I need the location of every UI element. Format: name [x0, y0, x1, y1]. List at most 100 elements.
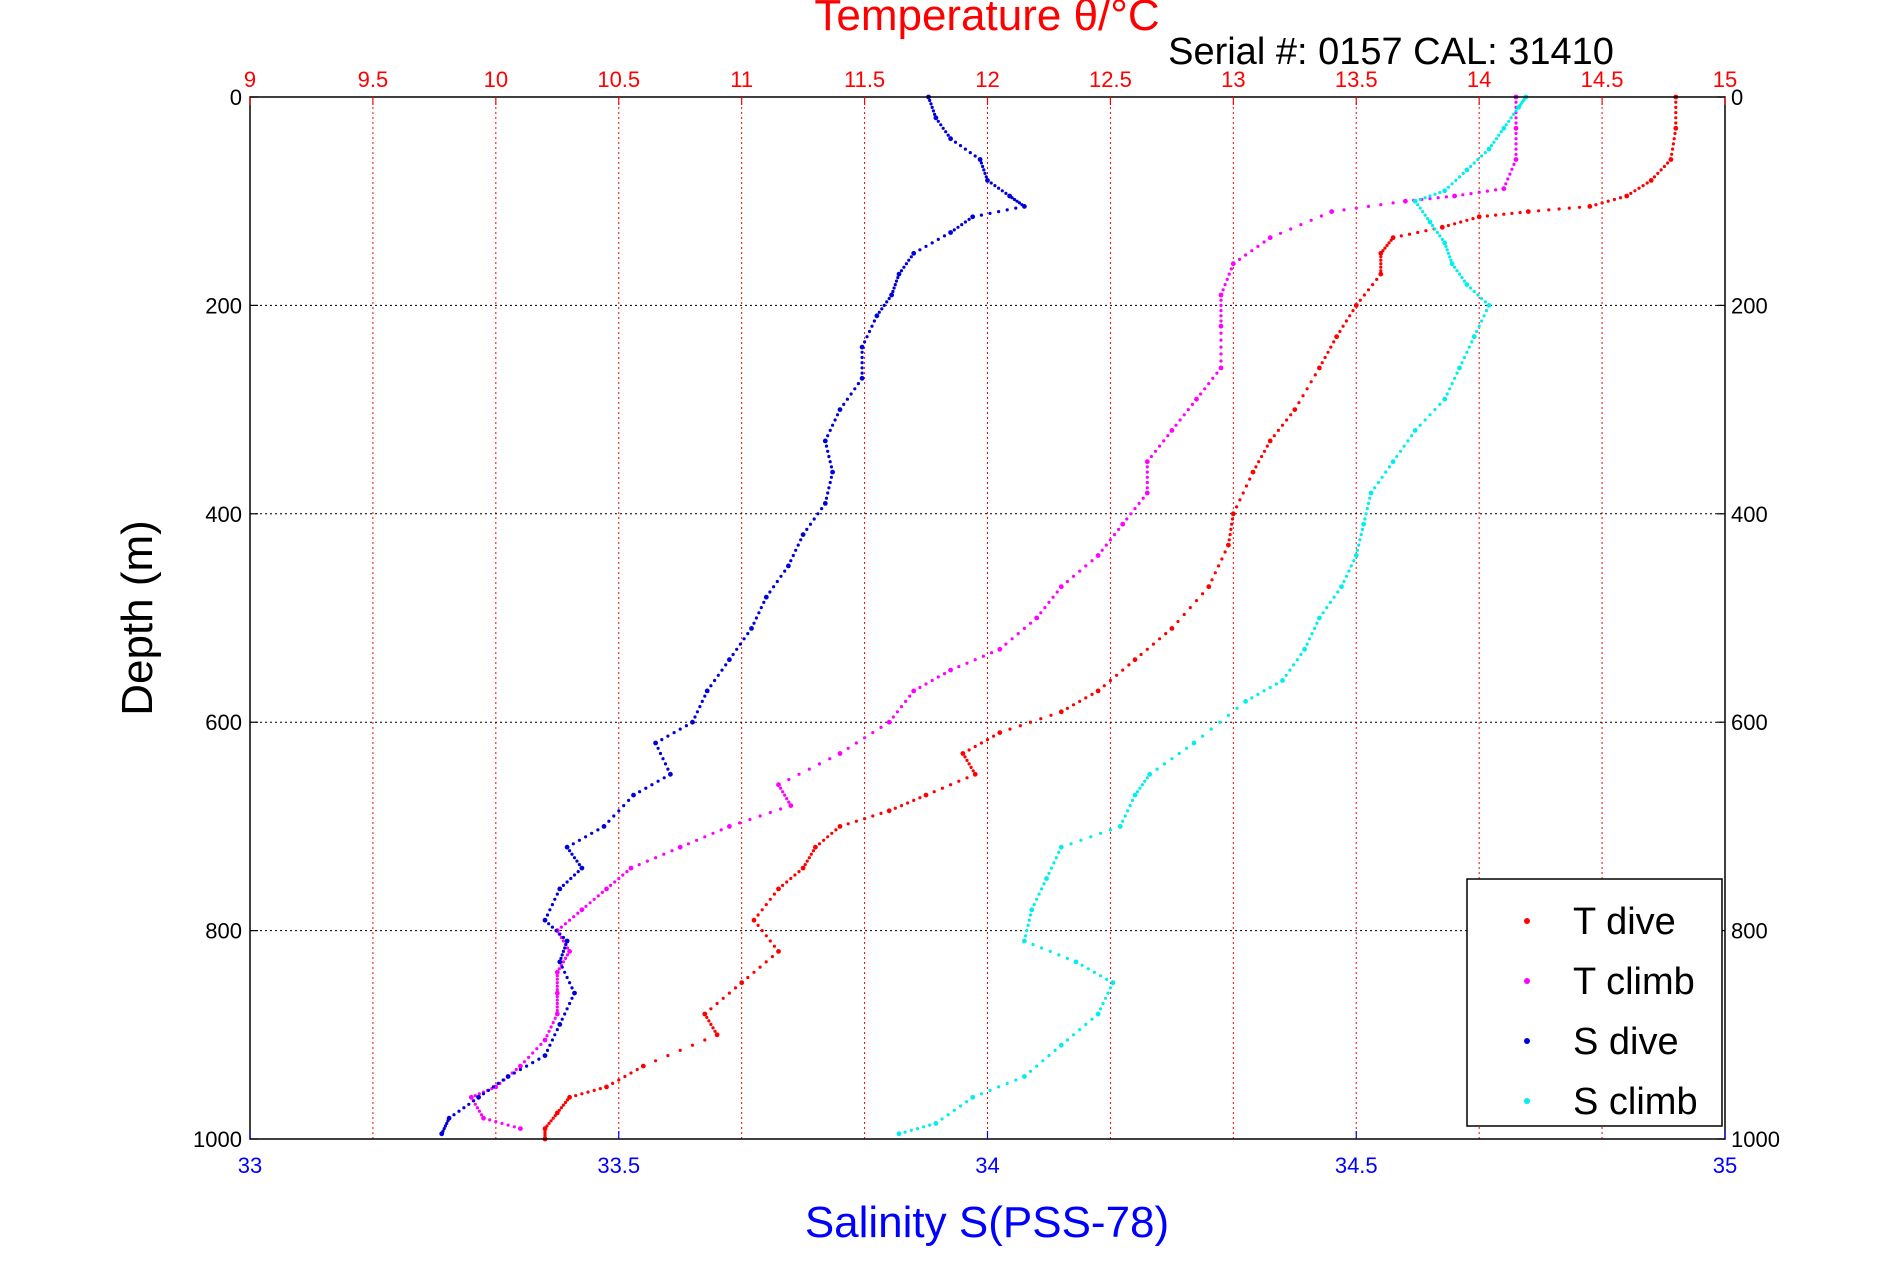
- trace-point: [957, 779, 961, 783]
- trace-point: [590, 831, 594, 835]
- trace-point: [1219, 338, 1223, 342]
- trace-point: [1514, 116, 1518, 120]
- data-point: [1034, 615, 1040, 621]
- trace-point: [1028, 1069, 1033, 1073]
- trace-point: [607, 819, 611, 823]
- trace-point: [826, 449, 830, 453]
- trace-point: [882, 303, 886, 307]
- trace-point: [1223, 550, 1227, 554]
- trace-point: [1219, 298, 1223, 302]
- trace-point: [1004, 642, 1008, 646]
- trace-point: [835, 413, 840, 417]
- data-point: [923, 792, 929, 798]
- trace-point: [1514, 100, 1518, 104]
- trace-point: [846, 822, 850, 826]
- data-point: [1390, 235, 1396, 241]
- trace-point: [637, 863, 641, 867]
- trace-point: [1227, 538, 1231, 542]
- trace-point: [545, 1048, 550, 1052]
- trace-point: [958, 144, 963, 148]
- trace-point: [808, 522, 813, 526]
- trace-point: [738, 821, 742, 825]
- trace-point: [1514, 152, 1518, 156]
- data-point: [1464, 282, 1470, 287]
- trace-point: [748, 817, 752, 822]
- trace-point: [1484, 309, 1489, 313]
- data-point: [640, 1063, 646, 1069]
- data-point: [1144, 459, 1150, 465]
- data-point: [1317, 365, 1322, 371]
- trace-point: [1338, 329, 1342, 334]
- legend-marker: [1524, 1098, 1530, 1104]
- trace-point: [946, 1113, 950, 1117]
- trace-point: [572, 915, 576, 919]
- trace-point: [904, 262, 909, 266]
- trace-point: [893, 806, 897, 810]
- trace-point: [1199, 392, 1203, 396]
- trace-point: [1508, 172, 1512, 176]
- trace-point: [560, 965, 564, 969]
- trace-point: [1237, 257, 1242, 261]
- trace-point: [600, 890, 605, 895]
- data-point: [604, 886, 609, 892]
- trace-point: [1218, 720, 1222, 724]
- trace-point: [909, 255, 913, 259]
- trace-point: [779, 786, 783, 790]
- trace-point: [1482, 314, 1486, 318]
- trace-point: [1445, 248, 1449, 252]
- trace-point: [1363, 517, 1367, 521]
- trace-point: [793, 873, 797, 877]
- data-point: [1486, 146, 1492, 152]
- trace-point: [1421, 210, 1425, 214]
- trace-point: [756, 913, 760, 917]
- data-point: [1439, 224, 1445, 230]
- trace-point: [833, 418, 837, 422]
- trace-point: [1162, 439, 1166, 443]
- trace-point: [684, 724, 689, 728]
- trace-point: [1039, 611, 1043, 615]
- trace-point: [1065, 1038, 1069, 1042]
- data-point: [668, 771, 673, 777]
- trace-point: [1143, 779, 1147, 783]
- trace-point: [1319, 214, 1323, 218]
- trace-point: [531, 1061, 535, 1065]
- trace-point: [1438, 190, 1442, 195]
- trace-point: [764, 960, 768, 964]
- trace-point: [1065, 579, 1069, 584]
- trace-point: [1485, 189, 1489, 193]
- trace-point: [867, 329, 872, 334]
- trace-point: [1188, 606, 1192, 610]
- legend-marker: [1524, 978, 1530, 984]
- trace-point: [1358, 298, 1362, 302]
- trace-point: [1289, 413, 1293, 417]
- trace-point: [807, 767, 811, 771]
- trace-point: [575, 859, 579, 863]
- trace-point: [828, 428, 832, 432]
- top-axis-title: Temperature θ/°C: [814, 0, 1159, 40]
- trace-point: [1471, 217, 1475, 221]
- trace-point: [1470, 340, 1474, 344]
- trace-point: [1105, 977, 1109, 981]
- trace-point: [1469, 192, 1473, 196]
- trace-point: [1158, 637, 1162, 641]
- trace-point: [731, 652, 735, 657]
- trace-point: [494, 1120, 498, 1124]
- trace-point: [1344, 319, 1348, 323]
- trace-point: [1366, 288, 1371, 292]
- data-point: [518, 1126, 523, 1131]
- trace-point: [1219, 345, 1223, 349]
- trace-point: [627, 798, 631, 803]
- trace-point: [1329, 345, 1333, 349]
- trace-point: [826, 835, 830, 839]
- trace-point: [555, 1028, 559, 1032]
- trace-point: [1453, 222, 1457, 226]
- trace-point: [623, 1074, 627, 1079]
- trace-point: [892, 286, 896, 290]
- trace-point: [912, 798, 916, 803]
- trace-point: [1014, 206, 1018, 210]
- data-point: [704, 688, 710, 694]
- trace-point: [678, 1048, 682, 1052]
- trace-point: [1108, 538, 1112, 542]
- data-point: [1427, 219, 1433, 225]
- trace-point: [1398, 449, 1403, 453]
